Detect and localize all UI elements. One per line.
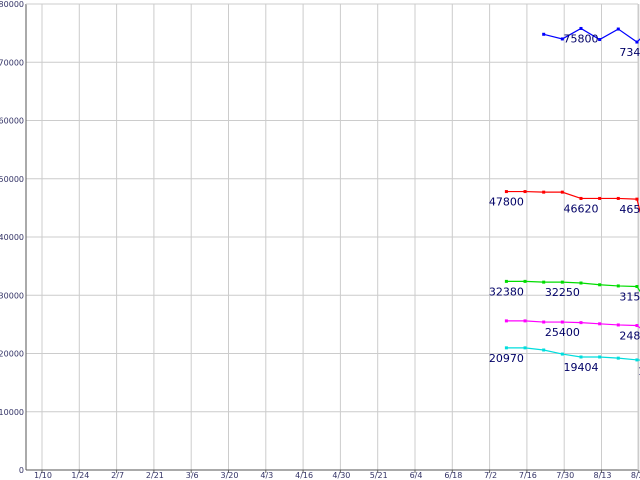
series-2: 47800 46620 46500 <box>489 190 640 216</box>
y-tick-label: 50000 <box>0 175 24 184</box>
series-4: 25400 24800 <box>504 319 640 343</box>
data-point <box>542 32 546 36</box>
x-tick-label: 1/24 <box>71 471 89 480</box>
data-point <box>560 190 564 194</box>
x-tick-label: 4/16 <box>295 471 313 480</box>
x-tick-label: 2/21 <box>146 471 164 480</box>
data-label: 73470 <box>619 46 640 59</box>
data-label: 32250 <box>545 286 580 299</box>
data-label: 18740 <box>638 365 640 378</box>
data-label: 46500 <box>619 203 640 216</box>
data-point <box>616 356 620 360</box>
data-point <box>616 196 620 200</box>
y-tick-label: 60000 <box>0 117 24 126</box>
data-point <box>523 346 527 350</box>
x-tick-label: 7/2 <box>484 471 497 480</box>
data-label: 31500 <box>619 291 640 304</box>
y-axis-ticks: 0 10000 20000 30000 40000 50000 60000 70000 8000… <box>0 0 24 475</box>
data-point <box>635 358 639 362</box>
data-label: 24800 <box>619 330 640 343</box>
data-point <box>560 280 564 284</box>
data-point <box>616 284 620 288</box>
data-point <box>616 323 620 327</box>
data-point <box>635 324 639 328</box>
x-tick-label: 8/20 <box>631 471 640 480</box>
series-3: 32380 32250 31500 <box>489 279 640 304</box>
data-point <box>598 38 602 42</box>
data-point <box>523 190 527 194</box>
data-point <box>542 280 546 284</box>
y-tick-label: 40000 <box>0 233 24 242</box>
data-point <box>542 190 546 194</box>
x-tick-label: 3/20 <box>221 471 239 480</box>
data-point <box>504 279 508 283</box>
data-label: 75800 <box>563 32 598 45</box>
x-tick-label: 5/21 <box>370 471 388 480</box>
data-point <box>504 346 508 350</box>
y-tick-label: 20000 <box>0 350 24 359</box>
data-point <box>504 190 508 194</box>
data-point <box>635 197 639 201</box>
data-point <box>616 27 620 31</box>
x-tick-label: 7/30 <box>556 471 574 480</box>
data-label: 19404 <box>563 361 598 374</box>
x-axis-ticks: 1/10 1/24 2/7 2/21 3/6 3/20 4/3 4/16 4/30 5/21 6/4… <box>34 471 640 480</box>
data-point <box>579 355 583 359</box>
data-point <box>598 196 602 200</box>
data-point <box>598 322 602 326</box>
series-group: 75800 73470 47800 46620 46500 32380 32250 31500… <box>489 26 640 378</box>
y-tick-label: 80000 <box>0 0 24 9</box>
data-point <box>598 355 602 359</box>
grid <box>26 3 640 471</box>
x-tick-label: 1/10 <box>34 471 52 480</box>
data-label: 46620 <box>563 202 598 215</box>
x-tick-label: 4/3 <box>260 471 273 480</box>
y-tick-label: 30000 <box>0 291 24 300</box>
x-tick-label: 6/18 <box>444 471 462 480</box>
data-point <box>542 348 546 352</box>
series-1: 75800 73470 <box>542 26 640 59</box>
y-tick-label: 10000 <box>0 408 24 417</box>
x-tick-label: 7/16 <box>519 471 537 480</box>
x-tick-label: 3/6 <box>186 471 199 480</box>
data-label: 47800 <box>489 196 524 209</box>
data-point <box>523 319 527 323</box>
x-tick-label: 8/13 <box>594 471 612 480</box>
data-point <box>560 352 564 356</box>
data-point <box>579 196 583 200</box>
series-5: 20970 19404 18740 <box>489 346 640 378</box>
data-point <box>579 321 583 325</box>
x-tick-label: 6/4 <box>410 471 423 480</box>
x-tick-label: 2/7 <box>111 471 124 480</box>
y-tick-label: 0 <box>19 466 24 475</box>
data-point <box>560 320 564 324</box>
data-point <box>523 279 527 283</box>
data-label: 32380 <box>489 285 524 298</box>
data-point <box>504 319 508 323</box>
data-point <box>635 285 639 289</box>
data-label: 25400 <box>545 326 580 339</box>
data-point <box>598 283 602 287</box>
data-label: 20970 <box>489 352 524 365</box>
data-point <box>579 26 583 30</box>
y-tick-label: 70000 <box>0 58 24 67</box>
data-point <box>635 40 639 44</box>
axes <box>25 3 640 473</box>
data-point <box>542 320 546 324</box>
x-tick-label: 4/30 <box>332 471 350 480</box>
data-point <box>579 281 583 285</box>
data-point <box>560 37 564 41</box>
